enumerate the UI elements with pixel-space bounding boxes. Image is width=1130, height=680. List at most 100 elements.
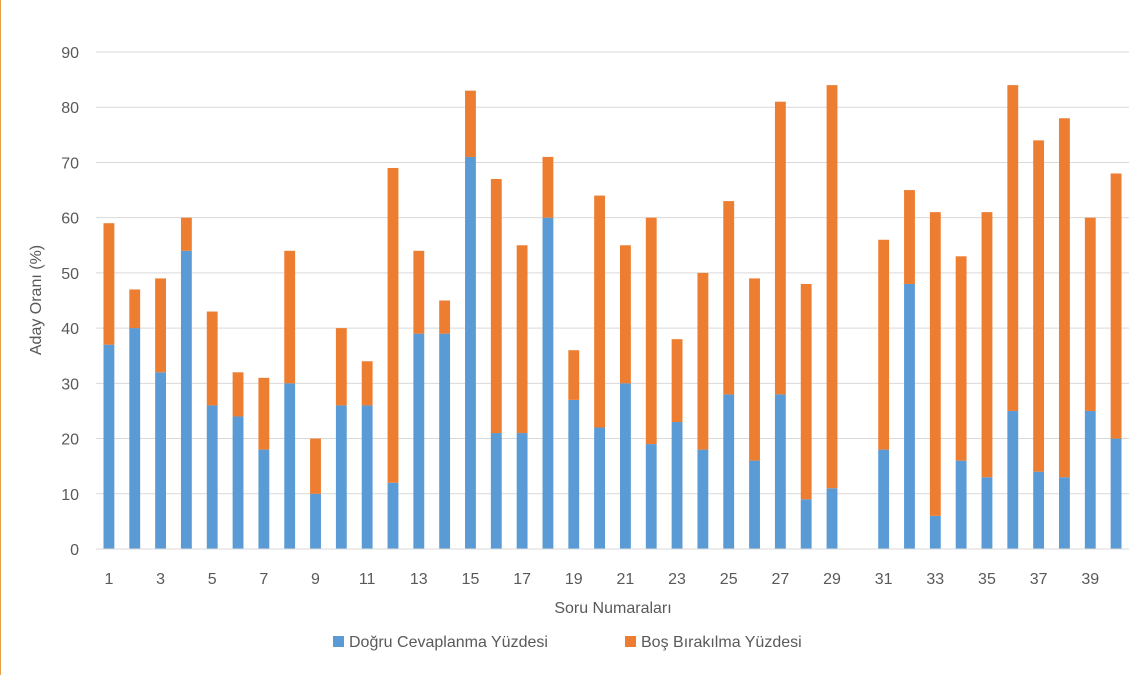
bar-q34-correct xyxy=(955,460,967,549)
bar-q16-correct xyxy=(490,433,502,549)
bar-q19-correct xyxy=(568,399,580,549)
bar-q35-blank xyxy=(981,212,993,478)
bar-q32-blank xyxy=(904,190,915,284)
bar-q26-blank xyxy=(749,278,760,461)
bar-q18-correct xyxy=(542,217,554,550)
x-tick-label: 11 xyxy=(359,571,376,588)
bar-q8-blank xyxy=(284,250,296,384)
x-tick-label: 23 xyxy=(668,571,686,588)
bar-q39-correct xyxy=(1084,410,1096,549)
bar-q29-correct xyxy=(826,488,838,549)
bar-q19-blank xyxy=(568,350,580,400)
bar-q12-correct xyxy=(387,482,399,549)
bar-q28-blank xyxy=(800,283,812,500)
y-tick-label: 20 xyxy=(61,432,79,449)
x-tick-label: 3 xyxy=(156,571,165,588)
y-tick-label: 0 xyxy=(70,542,79,559)
bar-q31-correct xyxy=(878,449,890,549)
x-tick-label: 39 xyxy=(1081,571,1099,588)
bar-q3-correct xyxy=(155,372,166,549)
bar-q38-correct xyxy=(1059,477,1070,549)
bar-q11-correct xyxy=(361,405,373,549)
x-tick-label: 25 xyxy=(720,571,738,588)
x-tick-label: 33 xyxy=(926,571,944,588)
x-axis-title: Soru Numaraları xyxy=(554,600,671,617)
bar-q14-blank xyxy=(439,300,451,334)
bar-q17-correct xyxy=(516,433,528,549)
x-tick-label: 13 xyxy=(410,571,428,588)
bar-q1-blank xyxy=(103,223,115,345)
x-tick-label: 1 xyxy=(104,571,113,588)
bar-q37-correct xyxy=(1033,471,1045,549)
bar-q13-correct xyxy=(413,333,425,549)
bar-q29-blank xyxy=(826,85,838,489)
y-axis-ticks: 0 10 20 30 40 50 60 70 80 90 xyxy=(61,45,79,559)
bar-q10-correct xyxy=(335,405,347,549)
bars xyxy=(103,85,1122,550)
x-tick-label: 21 xyxy=(617,571,635,588)
bar-q25-blank xyxy=(723,201,735,395)
bar-q27-correct xyxy=(774,394,786,549)
bar-q16-blank xyxy=(490,179,502,434)
legend-label-blank: Boş Bırakılma Yüzdesi xyxy=(641,634,802,651)
bar-q40-blank xyxy=(1110,173,1122,439)
bar-q14-correct xyxy=(439,333,451,549)
bar-q4-blank xyxy=(180,217,192,251)
x-tick-label: 29 xyxy=(823,571,841,588)
bar-q35-correct xyxy=(981,477,993,549)
bar-q17-blank xyxy=(516,245,528,434)
bar-q24-correct xyxy=(697,449,709,549)
y-tick-label: 80 xyxy=(61,100,79,117)
bar-q2-blank xyxy=(129,289,141,329)
bar-q9-blank xyxy=(310,438,321,494)
bar-q12-blank xyxy=(387,167,399,483)
bar-q23-blank xyxy=(671,339,683,422)
y-tick-label: 60 xyxy=(61,211,79,228)
x-tick-label: 37 xyxy=(1030,571,1048,588)
bar-q5-correct xyxy=(206,405,218,549)
bar-q26-correct xyxy=(749,460,760,549)
bar-q13-blank xyxy=(413,250,425,334)
bar-q25-correct xyxy=(723,394,735,549)
y-tick-label: 40 xyxy=(61,321,79,338)
bar-q6-correct xyxy=(232,416,244,549)
bar-q37-blank xyxy=(1033,140,1045,472)
bar-q24-blank xyxy=(697,272,709,450)
x-tick-label: 9 xyxy=(311,571,320,588)
bar-q3-blank xyxy=(155,278,166,373)
bar-q31-blank xyxy=(878,239,890,450)
bar-q18-blank xyxy=(542,156,554,218)
bar-q6-blank xyxy=(232,372,244,417)
bar-q10-blank xyxy=(335,328,347,406)
x-tick-label: 7 xyxy=(259,571,268,588)
bar-q15-correct xyxy=(465,156,476,550)
y-tick-label: 10 xyxy=(61,487,79,504)
y-axis-title: Aday Oranı (%) xyxy=(28,245,45,355)
bar-q38-blank xyxy=(1059,118,1070,478)
bar-q21-correct xyxy=(619,383,631,549)
bar-q33-correct xyxy=(929,515,941,549)
bar-q36-correct xyxy=(1007,410,1019,549)
bar-q39-blank xyxy=(1084,217,1096,411)
x-tick-label: 31 xyxy=(875,571,893,588)
bar-q27-blank xyxy=(774,101,786,395)
bar-q21-blank xyxy=(619,245,631,384)
bar-q22-blank xyxy=(645,217,657,445)
legend-label-correct: Doğru Cevaplanma Yüzdesi xyxy=(349,634,548,651)
bar-q34-blank xyxy=(955,256,967,461)
bar-q15-blank xyxy=(465,90,476,157)
y-tick-label: 30 xyxy=(61,376,79,393)
bar-q33-blank xyxy=(929,212,941,516)
bar-q1-correct xyxy=(103,344,115,549)
x-tick-label: 5 xyxy=(208,571,217,588)
bar-q23-correct xyxy=(671,421,683,549)
bar-q32-correct xyxy=(904,283,915,549)
x-tick-label: 27 xyxy=(771,571,789,588)
bar-q20-correct xyxy=(594,427,606,549)
bar-q2-correct xyxy=(129,328,141,549)
bar-q4-correct xyxy=(180,250,192,550)
x-tick-label: 35 xyxy=(978,571,996,588)
legend: Doğru Cevaplanma Yüzdesi Boş Bırakılma Yü… xyxy=(333,634,802,651)
bar-q9-correct xyxy=(310,493,321,549)
